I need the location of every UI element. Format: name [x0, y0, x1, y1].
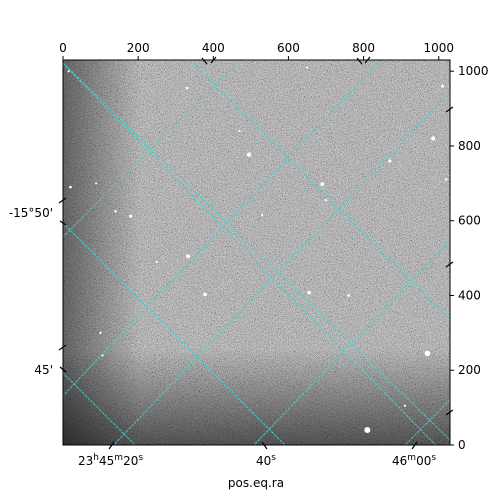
grid-line-dec-2 [253, 240, 450, 445]
star-15 [440, 84, 444, 88]
ra-tick-label-2: 40s [256, 453, 276, 468]
star-2 [320, 182, 325, 186]
top-pixel-axis: 0 200 400 600 800 1000 [59, 41, 454, 60]
star-16 [445, 178, 448, 181]
star-20 [238, 129, 241, 133]
dec-tick-mark-4 [59, 220, 67, 226]
plot-frame [62, 59, 451, 446]
dec-tick-label-2: 45' [34, 363, 53, 377]
grid-line-dec-3 [63, 60, 241, 238]
star-25 [403, 404, 407, 407]
star-12 [99, 331, 102, 335]
world-tick-marks [58, 56, 454, 450]
right-world-tick-2 [445, 261, 454, 268]
star-5 [307, 290, 311, 295]
right-tick-label-2: 400 [458, 288, 481, 302]
ra-tick-label-1: 23h45m20s [78, 453, 143, 468]
star-21 [69, 185, 72, 189]
top-tick-label-0: 0 [59, 41, 67, 55]
star-23 [67, 70, 70, 73]
star-8 [364, 427, 371, 434]
right-pixel-axis: 0 200 400 600 800 1000 [450, 64, 489, 452]
right-tick-label-0: 0 [458, 438, 466, 452]
top-tick-label-1: 200 [127, 41, 150, 55]
star-9 [431, 136, 436, 141]
star-10 [129, 214, 133, 218]
dec-tick-mark-2 [58, 344, 67, 351]
star-6 [347, 294, 350, 297]
stars-layer [67, 66, 448, 434]
x-axis-label: pos.eq.ra [228, 476, 284, 490]
star-3 [186, 254, 191, 259]
star-19 [155, 260, 158, 263]
ra-tick-mark-2 [261, 441, 268, 450]
right-world-tick-1 [445, 106, 454, 113]
dec-tick-mark-3 [59, 366, 67, 373]
ra-tick-mark-1 [108, 441, 115, 450]
grid-line-ra-4 [63, 62, 450, 441]
star-14 [185, 86, 189, 90]
right-tick-label-4: 800 [458, 139, 481, 153]
star-24 [306, 66, 309, 69]
star-1 [388, 159, 392, 163]
top-world-tick-3 [210, 56, 217, 64]
grid-line-ra-0 [63, 62, 437, 445]
grid-line-ra-2 [63, 222, 286, 445]
right-tick-label-5: 1000 [458, 64, 489, 78]
star-7 [424, 350, 431, 357]
dec-tick-label-1: -15°50' [9, 206, 53, 220]
image-area [63, 60, 450, 445]
star-22 [95, 182, 98, 185]
star-0 [246, 152, 252, 157]
top-world-tick-4 [364, 56, 371, 64]
star-4 [203, 292, 207, 297]
top-world-tick-2 [356, 57, 363, 65]
star-18 [261, 214, 264, 217]
ra-tick-label-3: 46m00s [392, 453, 436, 468]
grid-line-dec-1 [113, 90, 450, 445]
dec-tick-mark-1 [58, 197, 67, 204]
top-tick-label-3: 600 [277, 41, 300, 55]
top-tick-label-2: 400 [202, 41, 225, 55]
top-tick-label-5: 1000 [423, 41, 454, 55]
image-vignette-left [63, 60, 450, 445]
top-world-tick-1 [201, 57, 208, 65]
ra-tick-mark-3 [411, 441, 418, 450]
star-17 [324, 198, 328, 202]
wcs-grid [63, 60, 450, 445]
right-world-tick-3 [445, 409, 454, 416]
top-tick-label-4: 800 [352, 41, 375, 55]
grid-line-ra-3 [63, 372, 136, 445]
grid-line-dec-4 [404, 399, 450, 445]
right-tick-label-1: 200 [458, 363, 481, 377]
star-11 [114, 210, 117, 213]
grid-line-dec-0 [63, 60, 382, 397]
right-tick-label-3: 600 [458, 214, 481, 228]
